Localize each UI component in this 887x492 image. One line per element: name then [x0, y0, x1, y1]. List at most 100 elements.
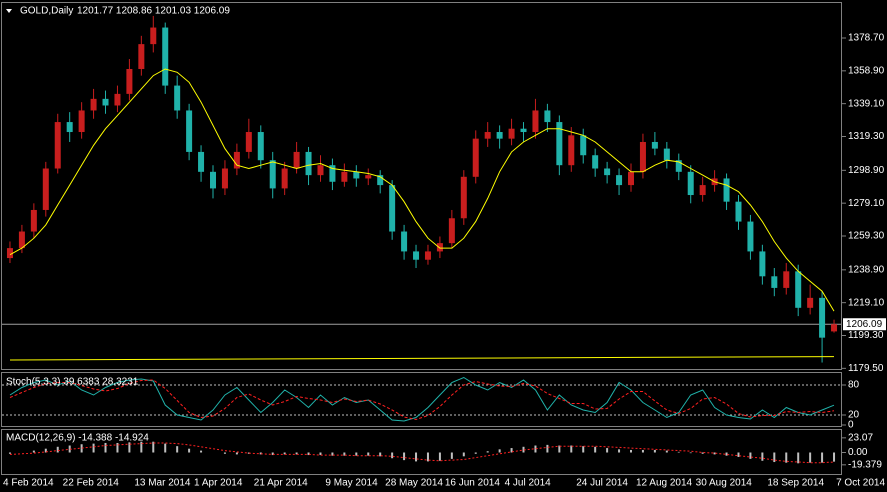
candle-body [305, 151, 312, 176]
candle-body [496, 132, 503, 139]
y-tick-label: 1339.10 [848, 98, 885, 109]
candle-body [233, 151, 240, 169]
candle-body [42, 168, 49, 210]
candle-body [795, 271, 802, 308]
x-tick-label: 28 May 2014 [385, 478, 443, 489]
y-tick-label: 1259.30 [848, 231, 885, 242]
y-tick-label: -19.379 [848, 459, 882, 470]
candle-body [472, 138, 479, 177]
candle-body [735, 201, 742, 222]
y-tick-label: 1219.10 [848, 297, 885, 308]
ma-line [9, 68, 835, 312]
candle-body [448, 218, 455, 244]
candle-body [221, 168, 228, 189]
candle-body [616, 175, 623, 186]
candle-body [389, 185, 396, 232]
candle-body [162, 27, 169, 86]
macd-title: MACD(12,26,9) -14.388 -14.924 [6, 433, 149, 444]
candle-body [831, 324, 838, 332]
candle-body [198, 151, 205, 172]
candle-body [819, 297, 826, 338]
x-tick-label: 9 May 2014 [325, 478, 378, 489]
main-panel-border [1, 2, 842, 370]
candle-body [293, 151, 300, 169]
chart-title: GOLD,Daily [20, 6, 73, 17]
candle-body [210, 171, 216, 189]
y-tick-label: 20 [848, 410, 860, 421]
candle-body [592, 155, 599, 169]
candle-body [174, 85, 181, 111]
candle-body [556, 122, 563, 166]
candle-body [771, 276, 778, 288]
candle-body [604, 168, 611, 176]
candle-body [317, 165, 324, 176]
y-tick-label: 1378.70 [848, 33, 885, 44]
current-price-box [843, 318, 886, 331]
menu-arrow[interactable] [6, 9, 12, 13]
x-tick-label: 22 Feb 2014 [63, 478, 120, 489]
x-tick-label: 13 Mar 2014 [134, 478, 191, 489]
y-tick-label: 1358.90 [848, 65, 885, 76]
candle-body [413, 251, 420, 260]
candle-body [66, 122, 73, 133]
x-tick-label: 7 Oct 2014 [836, 478, 885, 489]
candle-body [424, 251, 431, 260]
y-tick-label: 80 [848, 380, 860, 391]
candle-body [783, 271, 790, 288]
candle-body [687, 171, 694, 196]
candle-body [436, 243, 443, 252]
stoch-line [9, 379, 835, 421]
x-tick-label: 16 Jun 2014 [445, 478, 500, 489]
y-tick-label: 1179.50 [848, 363, 884, 374]
candle-body [747, 221, 754, 252]
macd-panel-border [1, 429, 842, 475]
candle-body [114, 93, 121, 106]
candle-body [628, 171, 634, 186]
y-tick-label: 1279.10 [848, 198, 885, 209]
x-tick-label: 12 Aug 2014 [636, 478, 693, 489]
candle-body [723, 178, 730, 202]
x-tick-label: 30 Aug 2014 [696, 478, 753, 489]
x-tick-label: 4 Jul 2014 [505, 478, 552, 489]
candle-body [245, 132, 252, 152]
candle-body [520, 128, 527, 133]
candle-body [759, 251, 766, 277]
candle-body [341, 171, 348, 182]
x-tick-label: 1 Apr 2014 [194, 478, 243, 489]
x-tick-label: 21 Apr 2014 [254, 478, 308, 489]
candle-body [699, 185, 706, 196]
candle-body [508, 128, 515, 139]
y-tick-label: 23.07 [848, 432, 873, 443]
y-tick-label: 0.00 [848, 447, 868, 458]
candle-body [281, 168, 288, 189]
candle-body [580, 135, 587, 156]
y-tick-label: 1319.30 [848, 131, 885, 142]
candle-body [353, 171, 360, 179]
stoch-panel-border [1, 372, 842, 427]
candle-body [18, 231, 25, 249]
candle-body [257, 132, 264, 161]
candle-body [639, 141, 646, 172]
y-tick-label: 1199.30 [848, 330, 884, 341]
candle-body [329, 165, 336, 182]
candle-body [807, 297, 814, 308]
x-tick-label: 18 Sep 2014 [767, 478, 824, 489]
candle-body [269, 160, 276, 189]
candle-body [532, 110, 539, 133]
candle-body [90, 98, 97, 111]
chart-subtitle: 1201.77 1208.86 1201.03 1206.09 [77, 6, 230, 17]
candle-body [78, 110, 85, 133]
y-tick-label: 1238.90 [848, 264, 885, 275]
macd-signal [9, 442, 835, 464]
candle-body [663, 148, 670, 161]
candle-body [651, 141, 658, 149]
current-price-label: 1206.09 [846, 319, 883, 330]
candle-body [544, 110, 551, 123]
candle-body [401, 231, 408, 252]
candle-body [377, 175, 384, 186]
candle-body [460, 176, 467, 219]
long-ma-line [9, 356, 835, 361]
candle-body [54, 122, 61, 169]
